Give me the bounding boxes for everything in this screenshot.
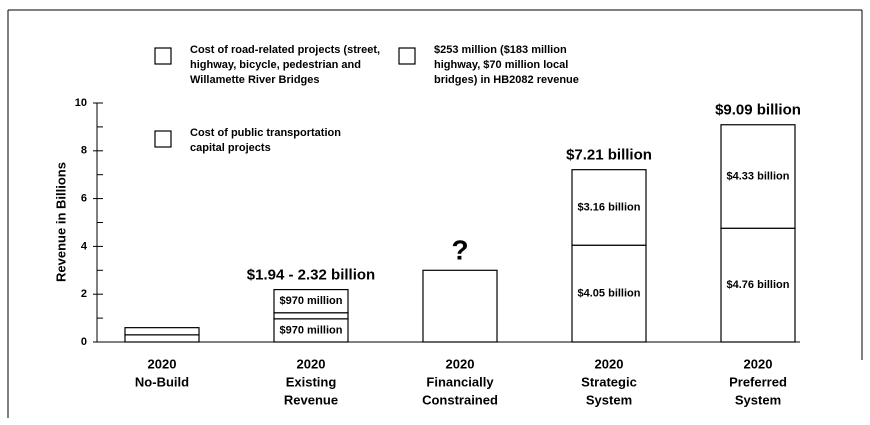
- legend-swatch: [154, 130, 172, 148]
- value-label: $3.16 billion: [578, 201, 641, 213]
- x-tick-label: Revenue: [284, 392, 338, 407]
- bar-segment: [273, 312, 349, 320]
- y-tick-label: 2: [81, 288, 87, 300]
- x-tick-label: 2020: [595, 356, 624, 371]
- legend-label: Cost of road-related projects (street, h…: [190, 44, 381, 86]
- y-tick-label: 0: [81, 336, 87, 348]
- value-label: $4.05 billion: [578, 288, 641, 300]
- value-label: $970 million: [280, 295, 343, 307]
- bar-annotation: $7.21 billion: [566, 147, 652, 164]
- y-tick-label: 8: [81, 145, 87, 157]
- value-label: $4.76 billion: [727, 279, 790, 291]
- x-tick-label: Existing: [286, 374, 337, 389]
- bar-segment: [273, 288, 349, 314]
- x-tick-label: 2020: [446, 356, 475, 371]
- x-tick-label: Financially: [426, 374, 494, 389]
- bar-segment: [124, 327, 200, 336]
- bar-segment: [571, 169, 647, 246]
- x-tick-label: Strategic: [581, 374, 637, 389]
- legend-swatch: [398, 47, 416, 65]
- x-tick-label: Constrained: [422, 392, 498, 407]
- bar-annotation: $1.94 - 2.32 billion: [247, 267, 375, 284]
- legend-swatch: [154, 47, 172, 65]
- x-tick-label: System: [735, 392, 781, 407]
- bar-annotation: ?: [451, 235, 468, 266]
- x-tick-label: Preferred: [729, 374, 787, 389]
- y-tick-label: 6: [81, 193, 87, 205]
- x-tick-label: 2020: [148, 356, 177, 371]
- x-tick-label: System: [586, 392, 632, 407]
- x-tick-label: No-Build: [135, 374, 189, 389]
- y-tick-label: 4: [81, 240, 88, 252]
- value-label: $4.33 billion: [727, 170, 790, 182]
- y-axis-label: Revenue in Billions: [53, 162, 68, 282]
- x-tick-label: 2020: [297, 356, 326, 371]
- y-tick-label: 10: [75, 97, 87, 109]
- bar-annotation: $9.09 billion: [715, 102, 801, 119]
- legend-label: Cost of public transportation capital pr…: [190, 127, 341, 154]
- value-label: $970 million: [280, 324, 343, 336]
- x-tick-label: 2020: [744, 356, 773, 371]
- bar-segment: [720, 124, 796, 229]
- legend-label: $253 million ($183 million highway, $70 …: [434, 44, 579, 86]
- bar-segment: [422, 269, 498, 343]
- bar-segment: [124, 334, 200, 343]
- bar-segment: [720, 227, 796, 343]
